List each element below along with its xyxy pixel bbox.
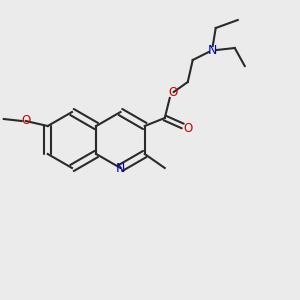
Text: O: O (183, 122, 192, 134)
Text: N: N (116, 161, 125, 175)
Text: N: N (208, 44, 218, 56)
Text: O: O (168, 85, 177, 98)
Text: O: O (21, 115, 30, 128)
